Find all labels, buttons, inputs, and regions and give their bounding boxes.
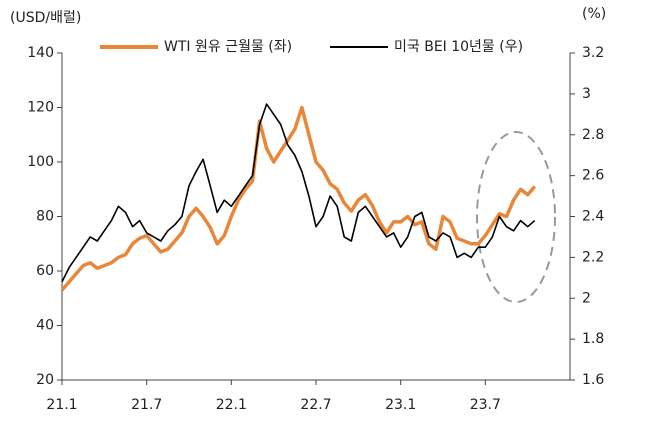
- y-tick-label: 120: [27, 100, 54, 116]
- y-axis-label: (USD/배럴): [10, 10, 81, 26]
- y-tick-label: 140: [27, 45, 54, 61]
- y2-tick-label: 2.2: [582, 249, 604, 265]
- y2-tick-label: 2.6: [582, 168, 604, 184]
- y-tick-label: 100: [27, 154, 54, 170]
- y2-tick-label: 2.8: [582, 127, 604, 143]
- series-line: [60, 105, 537, 292]
- x-tick-label: 22.7: [300, 397, 331, 413]
- x-tick-label: 23.7: [470, 397, 501, 413]
- x-tick-label: 21.1: [46, 397, 77, 413]
- y2-axis-label: (%): [582, 6, 606, 22]
- y2-tick-label: 3.2: [582, 45, 604, 61]
- y-tick-label: 20: [36, 372, 54, 388]
- y2-tick-label: 1.6: [582, 372, 604, 388]
- y-tick-label: 60: [36, 263, 54, 279]
- x-tick-label: 22.1: [216, 397, 247, 413]
- y2-tick-label: 2: [582, 290, 591, 306]
- highlight-ellipse: [476, 131, 556, 303]
- y-tick-label: 80: [36, 209, 54, 225]
- legend-label: WTI 원유 근월물 (좌): [164, 39, 292, 55]
- x-tick-label: 23.1: [385, 397, 416, 413]
- y-tick-label: 40: [36, 318, 54, 334]
- series-line: [61, 103, 536, 283]
- x-tick-label: 21.7: [131, 397, 162, 413]
- y2-tick-label: 3: [582, 86, 591, 102]
- legend-label: 미국 BEI 10년물 (우): [394, 39, 523, 55]
- y2-tick-label: 1.8: [582, 331, 604, 347]
- y2-tick-label: 2.4: [582, 209, 604, 225]
